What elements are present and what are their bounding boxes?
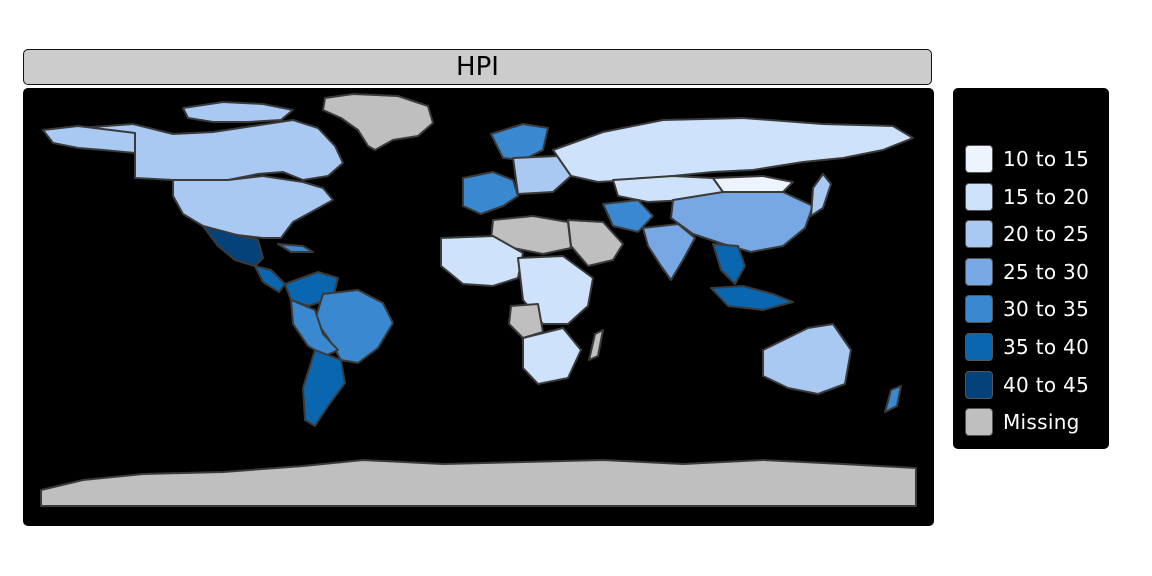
legend-swatch <box>965 408 993 436</box>
legend-label: 10 to 15 <box>1003 147 1090 171</box>
map-title: HPI <box>23 49 932 85</box>
region-scandinavia <box>490 123 549 161</box>
region-eastern-europe <box>512 155 572 195</box>
region-caribbean <box>277 243 314 253</box>
region-iran <box>602 199 654 233</box>
legend-label: 20 to 25 <box>1003 222 1090 246</box>
legend-label: 25 to 30 <box>1003 260 1090 284</box>
legend: 10 to 15 15 to 20 20 to 25 25 to 30 30 t… <box>953 88 1109 449</box>
legend-swatch <box>965 258 993 286</box>
region-southeast-asia <box>712 243 746 285</box>
legend-item: Missing <box>965 407 1080 437</box>
legend-item: 20 to 25 <box>965 219 1089 249</box>
region-western-europe <box>462 171 519 215</box>
region-peru-bolivia <box>290 299 339 357</box>
region-arctic-islands <box>182 101 294 123</box>
legend-label: 35 to 40 <box>1003 335 1090 359</box>
region-central-africa <box>508 303 544 339</box>
region-antarctica <box>40 459 917 507</box>
legend-label: 15 to 20 <box>1003 185 1090 209</box>
region-west-africa <box>440 235 524 287</box>
region-alaska <box>42 125 136 154</box>
region-argentina <box>302 349 346 427</box>
world-map <box>23 88 934 526</box>
legend-label: Missing <box>1003 410 1080 434</box>
world-map-svg <box>40 93 917 507</box>
region-indonesia <box>710 285 794 311</box>
region-greenland <box>322 93 434 151</box>
region-japan <box>810 173 832 217</box>
legend-swatch <box>965 220 993 248</box>
region-central-america <box>254 265 286 293</box>
region-russia <box>552 117 914 183</box>
legend-swatch <box>965 295 993 323</box>
legend-item: 30 to 35 <box>965 294 1089 324</box>
legend-swatch <box>965 145 993 173</box>
region-new-zealand <box>884 385 902 413</box>
legend-item: 40 to 45 <box>965 370 1089 400</box>
legend-item: 10 to 15 <box>965 144 1089 174</box>
region-usa <box>172 175 334 239</box>
region-southern-africa <box>522 327 582 385</box>
region-india <box>642 223 696 281</box>
legend-item: 15 to 20 <box>965 182 1089 212</box>
legend-swatch <box>965 183 993 211</box>
region-madagascar <box>588 329 604 361</box>
region-mexico <box>202 225 264 267</box>
legend-label: 40 to 45 <box>1003 373 1090 397</box>
region-canada <box>77 119 344 183</box>
legend-label: 30 to 35 <box>1003 297 1090 321</box>
legend-item: 35 to 40 <box>965 332 1089 362</box>
region-australia <box>762 323 852 395</box>
legend-swatch <box>965 333 993 361</box>
legend-item: 25 to 30 <box>965 257 1089 287</box>
region-china <box>670 191 814 253</box>
legend-swatch <box>965 371 993 399</box>
